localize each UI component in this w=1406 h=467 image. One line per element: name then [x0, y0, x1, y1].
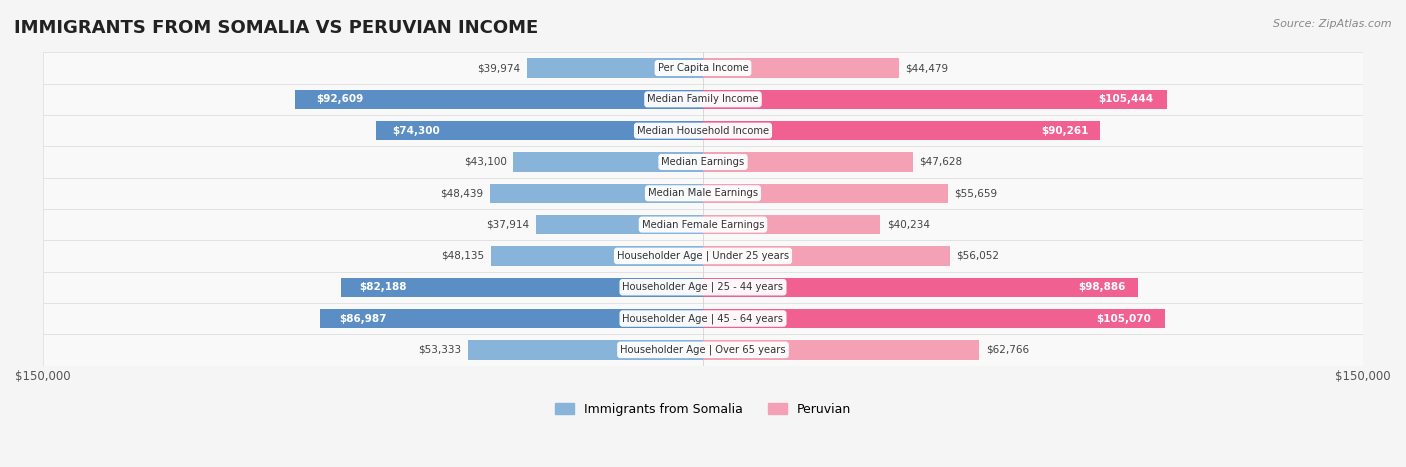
Text: $43,100: $43,100 [464, 157, 506, 167]
Bar [703, 277, 1139, 297]
Text: Median Male Earnings: Median Male Earnings [648, 188, 758, 198]
Bar [703, 152, 912, 172]
Bar [42, 272, 1364, 303]
Bar [42, 115, 1364, 146]
Bar [513, 152, 703, 172]
Bar [42, 303, 1364, 334]
Text: $92,609: $92,609 [316, 94, 363, 104]
Bar [42, 177, 1364, 209]
Text: $48,135: $48,135 [441, 251, 485, 261]
Bar [703, 246, 949, 266]
Bar [703, 121, 1101, 141]
Text: $56,052: $56,052 [956, 251, 1000, 261]
Bar [703, 58, 898, 78]
Text: $48,439: $48,439 [440, 188, 484, 198]
Bar [536, 215, 703, 234]
Bar [703, 184, 948, 203]
Bar [42, 334, 1364, 366]
Text: Median Earnings: Median Earnings [661, 157, 745, 167]
Text: $62,766: $62,766 [986, 345, 1029, 355]
Bar [703, 309, 1166, 328]
Text: Median Family Income: Median Family Income [647, 94, 759, 104]
Text: $44,479: $44,479 [905, 63, 949, 73]
Bar [42, 52, 1364, 84]
Text: Householder Age | 25 - 44 years: Householder Age | 25 - 44 years [623, 282, 783, 292]
Bar [42, 146, 1364, 177]
Bar [489, 184, 703, 203]
Bar [42, 84, 1364, 115]
Text: $40,234: $40,234 [887, 219, 929, 230]
Text: $86,987: $86,987 [339, 313, 387, 324]
Text: IMMIGRANTS FROM SOMALIA VS PERUVIAN INCOME: IMMIGRANTS FROM SOMALIA VS PERUVIAN INCO… [14, 19, 538, 37]
Bar [375, 121, 703, 141]
Text: Householder Age | 45 - 64 years: Householder Age | 45 - 64 years [623, 313, 783, 324]
Bar [703, 340, 979, 360]
Bar [321, 309, 703, 328]
Text: Householder Age | Under 25 years: Householder Age | Under 25 years [617, 251, 789, 261]
Bar [42, 240, 1364, 272]
Bar [295, 90, 703, 109]
Legend: Immigrants from Somalia, Peruvian: Immigrants from Somalia, Peruvian [555, 403, 851, 416]
Text: Source: ZipAtlas.com: Source: ZipAtlas.com [1274, 19, 1392, 28]
Text: $74,300: $74,300 [392, 126, 440, 135]
Text: $90,261: $90,261 [1040, 126, 1088, 135]
Bar [468, 340, 703, 360]
Text: $55,659: $55,659 [955, 188, 998, 198]
Text: $47,628: $47,628 [920, 157, 962, 167]
Bar [42, 209, 1364, 240]
Text: Median Household Income: Median Household Income [637, 126, 769, 135]
Bar [703, 90, 1167, 109]
Bar [703, 215, 880, 234]
Text: $82,188: $82,188 [360, 282, 406, 292]
Text: $53,333: $53,333 [419, 345, 461, 355]
Bar [527, 58, 703, 78]
Text: $105,070: $105,070 [1097, 313, 1152, 324]
Text: Householder Age | Over 65 years: Householder Age | Over 65 years [620, 345, 786, 355]
Text: $98,886: $98,886 [1078, 282, 1125, 292]
Text: $37,914: $37,914 [486, 219, 530, 230]
Text: Per Capita Income: Per Capita Income [658, 63, 748, 73]
Text: Median Female Earnings: Median Female Earnings [641, 219, 765, 230]
Text: $105,444: $105,444 [1098, 94, 1153, 104]
Bar [491, 246, 703, 266]
Text: $39,974: $39,974 [478, 63, 520, 73]
Bar [342, 277, 703, 297]
